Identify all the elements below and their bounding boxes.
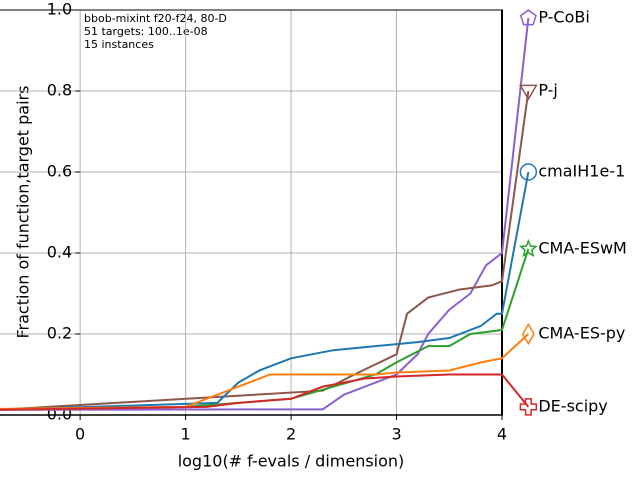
- marker: [518, 238, 538, 258]
- x-axis-label: log10(# f-evals / dimension): [178, 452, 405, 471]
- series-label: P-j: [538, 81, 558, 100]
- annotation: 51 targets: 100..1e-08: [84, 25, 208, 38]
- y-tick-label: 1.0: [47, 0, 72, 19]
- y-tick-label: 0.2: [47, 324, 72, 343]
- series-line: [0, 373, 530, 411]
- x-tick-label: 3: [391, 425, 401, 444]
- series-label: DE-scipy: [538, 396, 607, 415]
- marker: [519, 84, 538, 101]
- y-axis-label: Fraction of function,target pairs: [14, 86, 33, 339]
- series-label: CMA-ESwM: [538, 238, 627, 257]
- x-tick-label: 2: [286, 425, 296, 444]
- x-tick-label: 4: [497, 425, 507, 444]
- marker: [519, 398, 538, 416]
- series-label: cmaIH1e-1: [538, 162, 625, 181]
- x-tick-label: 0: [75, 425, 85, 444]
- series-line: [0, 333, 530, 410]
- series-line: [0, 248, 530, 411]
- y-tick-label: 0.4: [47, 243, 72, 262]
- marker: [521, 322, 535, 346]
- annotation: bbob-mixint f20-f24, 80-D: [84, 12, 227, 25]
- x-tick-label: 1: [181, 425, 191, 444]
- y-tick-label: 0.8: [47, 81, 72, 100]
- series-label: P-CoBi: [538, 8, 589, 27]
- marker: [519, 163, 538, 181]
- series-label: CMA-ES-py: [538, 324, 625, 343]
- y-tick-label: 0.6: [47, 162, 72, 181]
- series-line: [0, 17, 530, 411]
- series-line: [0, 171, 530, 411]
- series-line: [0, 90, 530, 411]
- marker: [519, 9, 537, 26]
- annotation: 15 instances: [84, 38, 154, 51]
